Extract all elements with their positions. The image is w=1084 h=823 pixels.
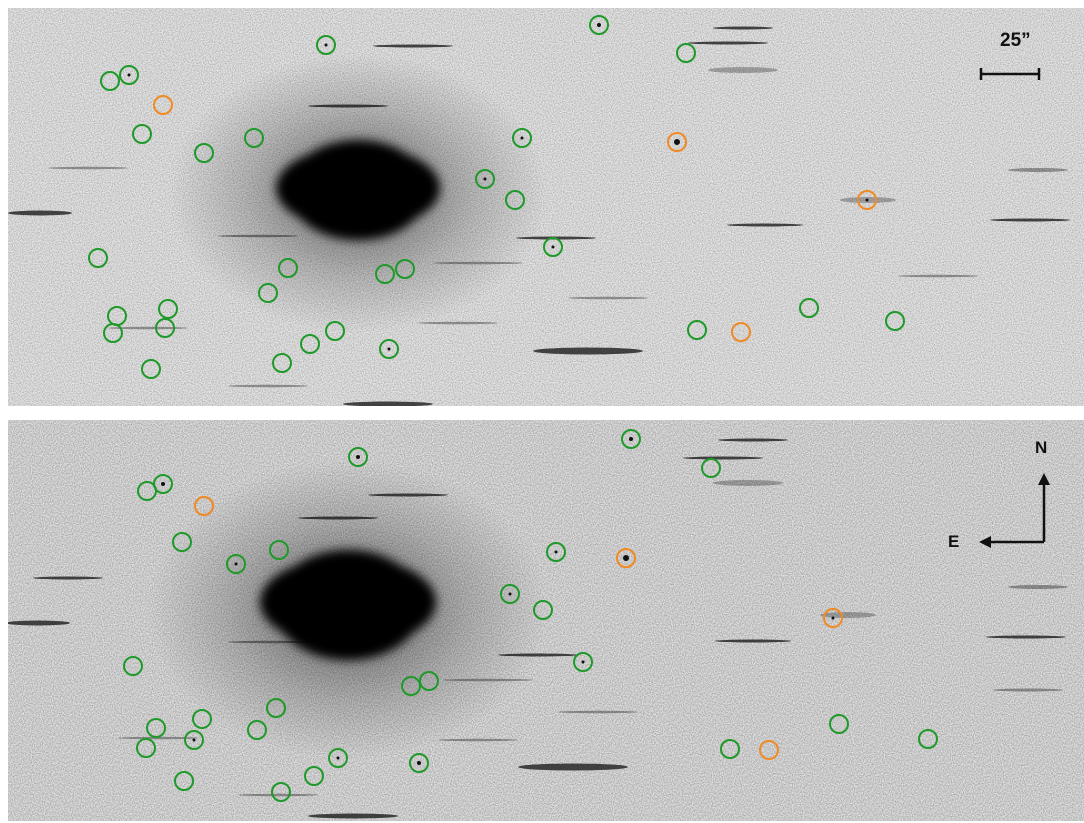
markers-bottom [123,429,938,802]
galaxy-core-bottom [260,550,436,660]
orange-markers-bottom [194,496,843,760]
orange-markers-top [153,95,877,342]
green-markers-top [88,15,905,379]
star-dots-bottom [161,437,835,765]
compass-east-label: E [948,532,960,551]
scale-bar-label: 25” [1000,30,1031,51]
sky-field-bottom [8,420,1084,821]
sky-field-top [8,8,1084,406]
image-panel-top: 25” [8,8,1084,406]
markers-top [88,15,905,379]
scale-bar [979,68,1041,80]
galaxy-core-top [276,140,440,240]
compass-north-label: N [1035,438,1048,457]
star-dots-top [127,23,869,351]
compass-arrows [979,473,1050,548]
green-markers-bottom [123,429,938,802]
image-panel-bottom: N E [8,420,1084,821]
